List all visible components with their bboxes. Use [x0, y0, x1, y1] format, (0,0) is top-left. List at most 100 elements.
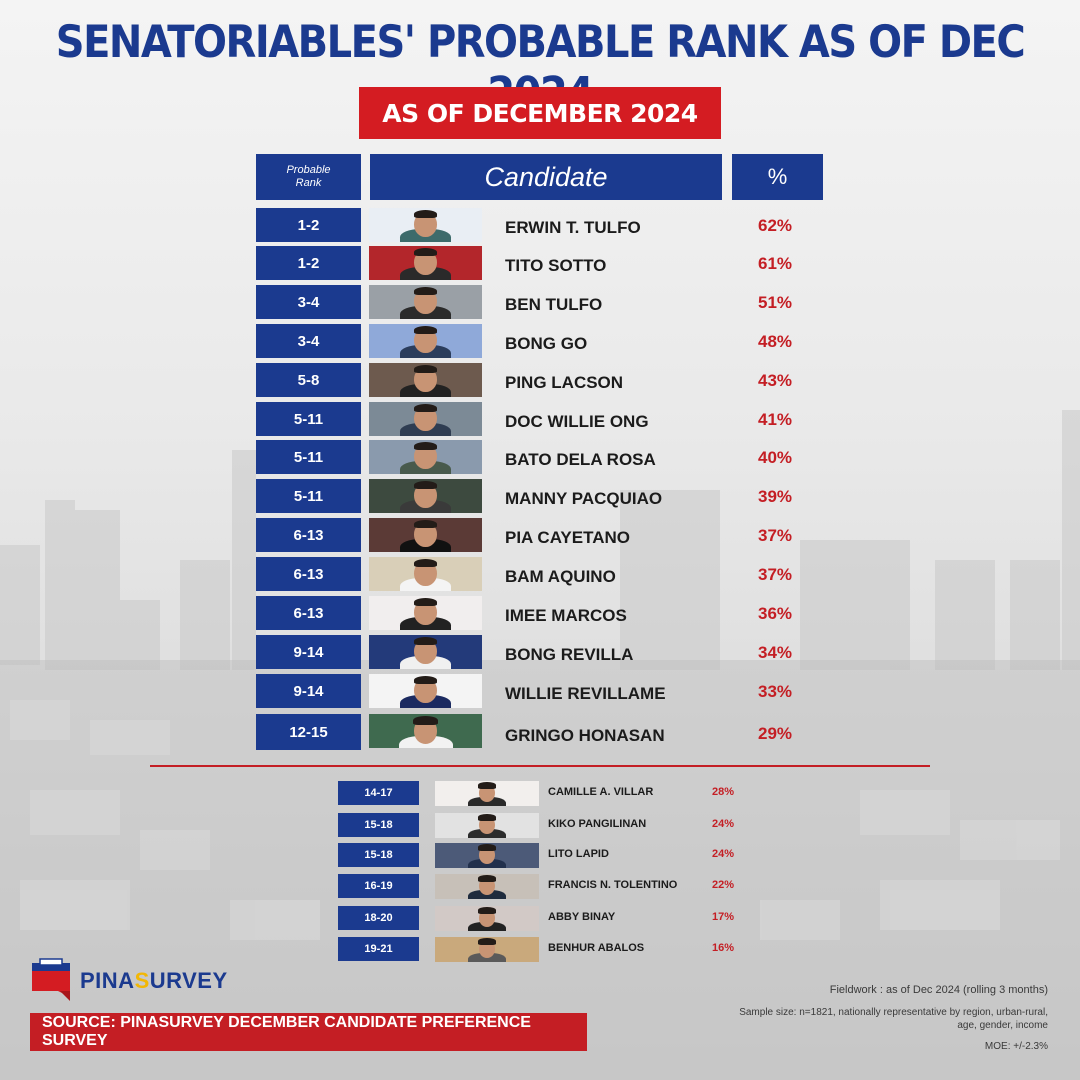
candidate-photo [369, 479, 482, 513]
candidate-percent: 29% [758, 724, 793, 743]
candidate-name: BENHUR ABALOS [548, 942, 645, 954]
candidate-name: MANNY PACQUIAO [505, 489, 663, 508]
rank-label: 6-13 [256, 518, 361, 552]
candidate-photo [435, 781, 539, 806]
candidate-percent: 43% [758, 371, 793, 390]
fieldwork-note: Fieldwork : as of Dec 2024 (rolling 3 mo… [829, 984, 1048, 996]
candidate-percent: 34% [758, 643, 793, 662]
table-row: 5-11 DOC WILLIE ONG 41% [0, 402, 1080, 436]
candidate-name: WILLIE REVILLAME [505, 684, 666, 703]
candidate-photo [369, 440, 482, 474]
candidate-photo [369, 208, 482, 242]
rank-label: 3-4 [256, 285, 361, 319]
candidate-photo [369, 635, 482, 669]
brand-part1: PINA [80, 968, 135, 993]
pinasurvey-logo: PINASURVEY [30, 955, 250, 1005]
candidate-name: ERWIN T. TULFO [505, 218, 641, 237]
table-row: 12-15 GRINGO HONASAN 29% [0, 714, 1080, 750]
candidate-name: FRANCIS N. TOLENTINO [548, 879, 678, 891]
table-row: 9-14 WILLIE REVILLAME 33% [0, 674, 1080, 708]
candidate-name: LITO LAPID [548, 848, 609, 860]
candidate-photo [435, 937, 539, 962]
candidate-percent: 24% [712, 848, 735, 860]
rank-label: 6-13 [256, 557, 361, 591]
brand-part3: URVEY [149, 968, 228, 993]
candidate-percent: 17% [712, 911, 735, 923]
rank-label: 9-14 [256, 635, 361, 669]
candidate-photo [369, 557, 482, 591]
candidate-name: BEN TULFO [505, 295, 603, 314]
ballot-box-icon [32, 958, 70, 1001]
sample-size-note: Sample size: n=1821, nationally represen… [739, 1007, 1048, 1031]
rank-label: 5-8 [256, 363, 361, 397]
table-row: 1-2 ERWIN T. TULFO 62% [0, 208, 1080, 242]
rank-label: 16-19 [338, 874, 419, 898]
candidate-photo [369, 285, 482, 319]
candidate-percent: 28% [712, 786, 735, 798]
header-percent: % [732, 154, 823, 200]
rank-label: 6-13 [256, 596, 361, 630]
candidate-percent: 48% [758, 332, 793, 351]
rank-label: 12-15 [256, 714, 361, 750]
header-rank-line1: Probable [286, 164, 331, 176]
rank-label: 5-11 [256, 402, 361, 436]
rank-label: 18-20 [338, 906, 419, 930]
rank-label: 1-2 [256, 246, 361, 280]
candidate-name: PIA CAYETANO [505, 528, 631, 547]
candidate-percent: 39% [758, 487, 793, 506]
header-probable-rank: Probable Rank [256, 154, 361, 200]
candidate-name: BAM AQUINO [505, 567, 616, 586]
candidate-photo [435, 843, 539, 868]
candidate-name: DOC WILLIE ONG [505, 412, 649, 431]
candidate-percent: 51% [758, 293, 793, 312]
candidate-name: IMEE MARCOS [505, 606, 627, 625]
table-row: 6-13 IMEE MARCOS 36% [0, 596, 1080, 630]
rank-label: 3-4 [256, 324, 361, 358]
candidate-photo [369, 363, 482, 397]
candidate-photo [369, 596, 482, 630]
candidate-percent: 61% [758, 254, 793, 273]
source-bar: SOURCE: PINASURVEY DECEMBER CANDIDATE PR… [30, 1013, 587, 1051]
table-row: 15-18 LITO LAPID 24% [0, 843, 1080, 868]
candidate-name: BONG REVILLA [505, 645, 634, 664]
table-row: 15-18 KIKO PANGILINAN 24% [0, 813, 1080, 838]
candidate-name: PING LACSON [505, 373, 624, 392]
candidate-name: ABBY BINAY [548, 911, 616, 923]
candidate-percent: 37% [758, 565, 793, 584]
table-row: 16-19 FRANCIS N. TOLENTINO 22% [0, 874, 1080, 899]
candidate-name: TITO SOTTO [505, 256, 607, 275]
table-row: 5-11 MANNY PACQUIAO 39% [0, 479, 1080, 513]
section-divider [150, 765, 930, 767]
candidate-photo [369, 518, 482, 552]
rank-label: 5-11 [256, 440, 361, 474]
candidate-name: GRINGO HONASAN [505, 726, 665, 745]
table-row: 19-21 BENHUR ABALOS 16% [0, 937, 1080, 962]
candidate-percent: 62% [758, 216, 793, 235]
candidate-percent: 36% [758, 604, 793, 623]
candidate-name: KIKO PANGILINAN [548, 818, 647, 830]
moe-note: MOE: +/-2.3% [984, 1041, 1048, 1052]
table-row: 6-13 BAM AQUINO 37% [0, 557, 1080, 591]
table-row: 6-13 PIA CAYETANO 37% [0, 518, 1080, 552]
rank-label: 9-14 [256, 674, 361, 708]
candidate-percent: 40% [758, 448, 793, 467]
rank-label: 19-21 [338, 937, 419, 961]
candidate-photo [435, 874, 539, 899]
table-row: 5-11 BATO DELA ROSA 40% [0, 440, 1080, 474]
candidate-photo [369, 714, 482, 748]
header-candidate: Candidate [370, 154, 722, 200]
candidate-percent: 37% [758, 526, 793, 545]
rank-label: 1-2 [256, 208, 361, 242]
candidate-percent: 41% [758, 410, 793, 429]
candidate-photo [435, 906, 539, 931]
candidate-percent: 33% [758, 682, 793, 701]
table-row: 9-14 BONG REVILLA 34% [0, 635, 1080, 669]
rank-label: 5-11 [256, 479, 361, 513]
table-row: 3-4 BONG GO 48% [0, 324, 1080, 358]
brand-name: PINASURVEY [80, 968, 228, 994]
candidate-photo [369, 324, 482, 358]
rank-label: 15-18 [338, 813, 419, 837]
table-row: 3-4 BEN TULFO 51% [0, 285, 1080, 319]
table-row: 14-17 CAMILLE A. VILLAR 28% [0, 781, 1080, 806]
